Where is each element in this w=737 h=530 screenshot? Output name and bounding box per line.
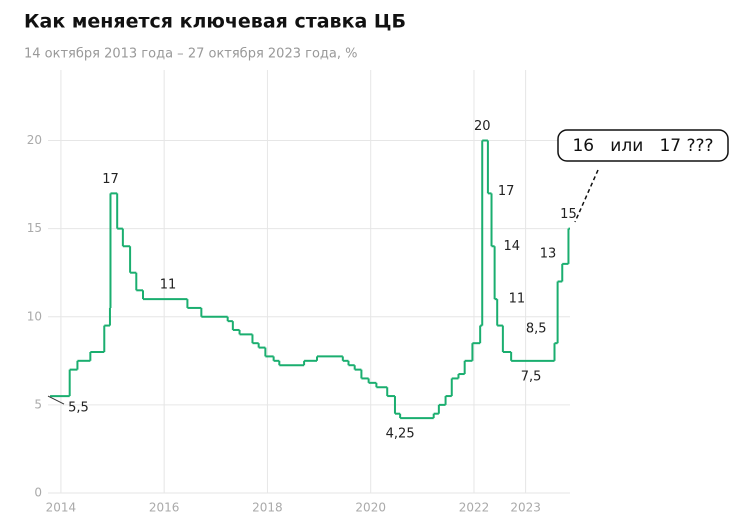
y-tick-label: 10 bbox=[27, 309, 42, 323]
value-label: 17 bbox=[102, 172, 119, 187]
x-tick-label: 2022 bbox=[459, 501, 490, 515]
value-label: 8,5 bbox=[526, 322, 547, 337]
x-tick-label: 2014 bbox=[46, 501, 77, 515]
x-tick-label: 2023 bbox=[510, 501, 541, 515]
value-label: 11 bbox=[509, 292, 526, 307]
chart-subtitle: 14 октября 2013 года – 27 октября 2023 г… bbox=[24, 47, 357, 62]
x-tick-label: 2016 bbox=[149, 501, 180, 515]
value-label: 11 bbox=[160, 278, 177, 293]
callout-box bbox=[557, 129, 729, 162]
chart-title: Как меняется ключевая ставка ЦБ bbox=[24, 11, 406, 33]
y-tick-label: 5 bbox=[34, 397, 42, 411]
y-tick-label: 20 bbox=[27, 133, 42, 147]
y-tick-label: 0 bbox=[34, 486, 42, 500]
x-tick-label: 2018 bbox=[252, 501, 283, 515]
callout-text: 16 или 17 ??? bbox=[572, 136, 713, 156]
label-leader bbox=[47, 395, 65, 405]
value-label: 20 bbox=[474, 119, 491, 134]
value-label: 5,5 bbox=[68, 401, 89, 416]
y-tick-label: 15 bbox=[27, 221, 42, 235]
value-label: 15 bbox=[560, 207, 577, 222]
value-label: 4,25 bbox=[386, 427, 415, 442]
x-tick-label: 2020 bbox=[355, 501, 386, 515]
value-label: 7,5 bbox=[521, 369, 542, 384]
value-label: 14 bbox=[504, 239, 521, 254]
callout-pointer bbox=[574, 169, 599, 223]
value-label: 13 bbox=[540, 246, 557, 261]
value-label: 17 bbox=[498, 184, 515, 199]
